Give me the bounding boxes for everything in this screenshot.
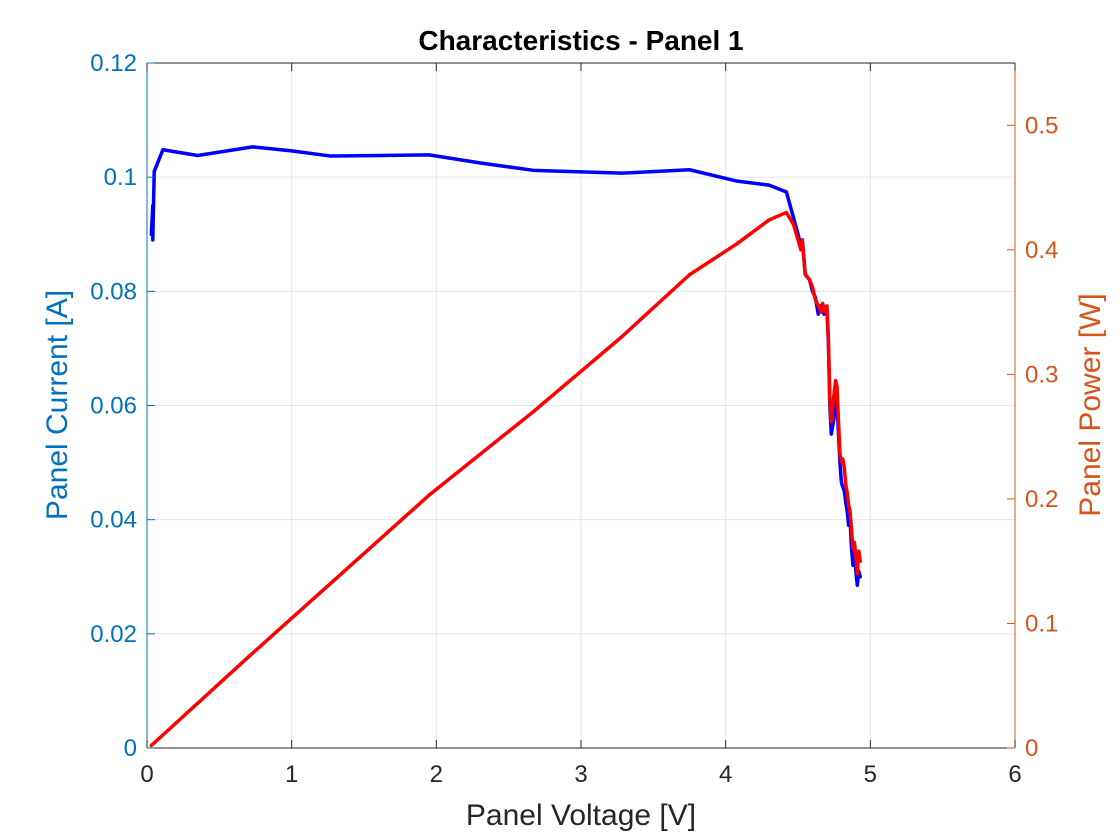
grid bbox=[147, 63, 1015, 748]
x-tick-label: 5 bbox=[864, 761, 877, 788]
x-tick-label: 2 bbox=[430, 761, 443, 788]
y-left-tick-label: 0.08 bbox=[90, 278, 137, 305]
y-right-tick-label: 0.1 bbox=[1025, 610, 1058, 637]
y-right-tick-label: 0 bbox=[1025, 735, 1038, 762]
x-tick-label: 6 bbox=[1008, 761, 1021, 788]
x-tick-label: 1 bbox=[285, 761, 298, 788]
y-left-tick-label: 0.1 bbox=[104, 164, 137, 191]
x-tick-label: 3 bbox=[574, 761, 587, 788]
x-tick-label: 4 bbox=[719, 761, 732, 788]
y-left-tick-label: 0.02 bbox=[90, 621, 137, 648]
power-series-line bbox=[149, 210, 862, 748]
y-left-tick-label: 0.04 bbox=[90, 507, 137, 534]
y-right-tick-label: 0.4 bbox=[1025, 237, 1058, 264]
y-right-tick-label: 0.5 bbox=[1025, 112, 1058, 139]
y-right-tick-label: 0.2 bbox=[1025, 486, 1058, 513]
chart-title: Characteristics - Panel 1 bbox=[418, 25, 743, 56]
axes: 0 1 2 3 4 5 600.020.040.060.080.10.1200.10.20.… bbox=[90, 50, 1058, 788]
y-right-tick-label: 0.3 bbox=[1025, 361, 1058, 388]
x-axis-label: Panel Voltage [V] bbox=[466, 799, 696, 832]
plot-series bbox=[149, 145, 862, 748]
y-left-tick-label: 0 bbox=[124, 735, 137, 762]
y-left-tick-label: 0.12 bbox=[90, 50, 137, 77]
y-left-tick-label: 0.06 bbox=[90, 393, 137, 420]
y-axis-right-label: Panel Power [W] bbox=[1074, 293, 1107, 516]
x-tick-label: 0 bbox=[140, 761, 153, 788]
y-axis-left-label: Panel Current [A] bbox=[41, 290, 74, 520]
current-series-line bbox=[149, 145, 862, 588]
